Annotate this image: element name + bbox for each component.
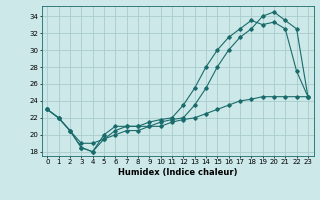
- X-axis label: Humidex (Indice chaleur): Humidex (Indice chaleur): [118, 168, 237, 177]
